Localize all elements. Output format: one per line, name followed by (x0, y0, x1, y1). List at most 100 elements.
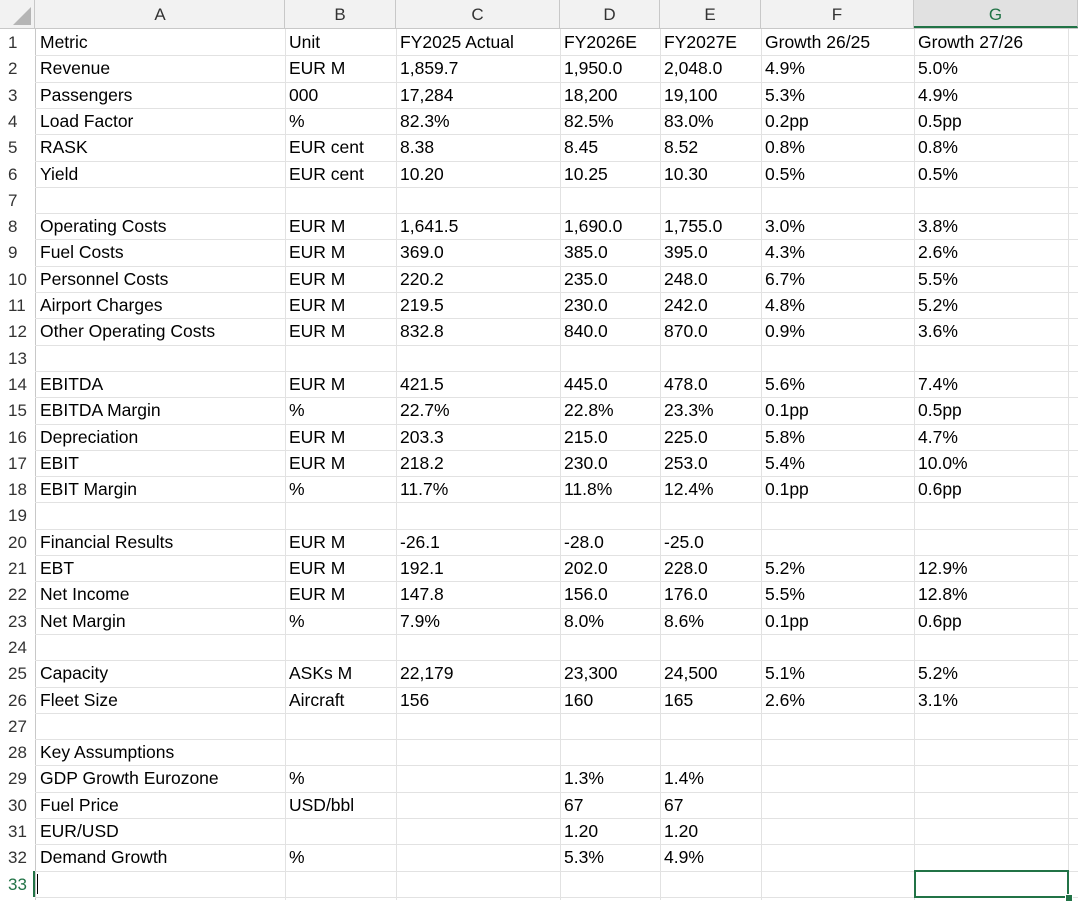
cell-g5[interactable]: 0.8% (918, 137, 958, 158)
cell-e7[interactable] (660, 187, 761, 213)
cell-b14[interactable]: EUR M (289, 373, 346, 394)
row-header-21[interactable]: 21 (0, 555, 35, 582)
cell-e11[interactable]: 242.0 (664, 295, 708, 315)
cell-a30[interactable]: Fuel Price (40, 794, 119, 815)
cell-c32[interactable] (396, 844, 560, 870)
cell-e22[interactable]: 176.0 (664, 584, 708, 605)
cell-b7[interactable] (285, 187, 396, 213)
row-header-11[interactable]: 11 (0, 292, 35, 319)
cell-b32[interactable]: % (289, 847, 305, 868)
cell-b15[interactable]: % (289, 400, 305, 421)
cell-a26[interactable]: Fleet Size (40, 689, 118, 710)
row-header-6[interactable]: 6 (0, 160, 35, 187)
cell-c21[interactable]: 192.1 (400, 558, 444, 578)
cell-f2[interactable]: 4.9% (765, 58, 805, 79)
row-header-31[interactable]: 31 (0, 818, 35, 845)
cell-e20[interactable]: -25.0 (664, 531, 704, 552)
cell-b28[interactable] (285, 739, 396, 765)
cell-e10[interactable]: 248.0 (664, 268, 708, 289)
cell-a13[interactable] (36, 345, 285, 371)
cell-c16[interactable]: 203.3 (400, 426, 444, 447)
cell-b8[interactable]: EUR M (289, 216, 346, 237)
cell-f5[interactable]: 0.8% (765, 137, 805, 158)
cell-a20[interactable]: Financial Results (40, 531, 174, 552)
cell-b30[interactable]: USD/bbl (289, 794, 355, 815)
row-header-32[interactable]: 32 (0, 844, 35, 871)
cell-d16[interactable]: 215.0 (564, 426, 608, 447)
cell-b31[interactable] (285, 818, 396, 844)
cell-b29[interactable]: % (289, 768, 305, 789)
cell-d31[interactable]: 1.20 (564, 821, 599, 841)
cell-a25[interactable]: Capacity (40, 663, 109, 684)
cell-c9[interactable]: 369.0 (400, 242, 444, 263)
cell-a7[interactable] (36, 187, 285, 213)
cell-d10[interactable]: 235.0 (564, 268, 608, 289)
cell-d8[interactable]: 1,690.0 (564, 216, 623, 237)
cell-c22[interactable]: 147.8 (400, 584, 444, 605)
cell-c10[interactable]: 220.2 (400, 268, 444, 289)
cell-g28[interactable] (914, 739, 1068, 765)
row-header-13[interactable]: 13 (0, 344, 35, 371)
cell-g18[interactable]: 0.6pp (918, 479, 962, 500)
fill-handle[interactable] (1065, 894, 1073, 902)
cell-g17[interactable]: 10.0% (918, 452, 968, 473)
cell-b18[interactable]: % (289, 479, 305, 500)
cell-g7[interactable] (914, 187, 1068, 213)
cell-c29[interactable] (396, 765, 560, 791)
cell-f18[interactable]: 0.1pp (765, 479, 809, 500)
cell-d19[interactable] (560, 502, 660, 528)
cell-f11[interactable]: 4.8% (765, 295, 805, 315)
cell-c6[interactable]: 10.20 (400, 163, 444, 184)
cell-b1[interactable]: Unit (289, 32, 321, 52)
cell-f6[interactable]: 0.5% (765, 163, 805, 184)
active-cell-g33[interactable] (914, 870, 1069, 898)
cell-f13[interactable] (761, 345, 914, 371)
row-header-9[interactable]: 9 (0, 239, 35, 266)
cell-f15[interactable]: 0.1pp (765, 400, 809, 421)
cell-a1[interactable]: Metric (40, 32, 88, 52)
row-header-7[interactable]: 7 (0, 186, 35, 214)
cell-g9[interactable]: 2.6% (918, 242, 958, 263)
cell-c4[interactable]: 82.3% (400, 110, 450, 131)
row-header-30[interactable]: 30 (0, 791, 35, 818)
cell-b10[interactable]: EUR M (289, 268, 346, 289)
cell-d14[interactable]: 445.0 (564, 373, 608, 394)
cell-a16[interactable]: Depreciation (40, 426, 139, 447)
cell-g32[interactable] (914, 844, 1068, 870)
cell-a31[interactable]: EUR/USD (40, 821, 119, 841)
cell-a28[interactable]: Key Assumptions (40, 742, 175, 763)
cell-g3[interactable]: 4.9% (918, 84, 958, 105)
cell-d15[interactable]: 22.8% (564, 400, 614, 421)
cell-c31[interactable] (396, 818, 560, 844)
cell-a9[interactable]: Fuel Costs (40, 242, 124, 263)
cell-b6[interactable]: EUR cent (289, 163, 364, 184)
cell-c14[interactable]: 421.5 (400, 373, 444, 394)
cell-f8[interactable]: 3.0% (765, 216, 805, 237)
cell-f32[interactable] (761, 844, 914, 870)
cell-d3[interactable]: 18,200 (564, 84, 618, 105)
cell-a19[interactable] (36, 502, 285, 528)
cell-d1[interactable]: FY2026E (564, 32, 637, 52)
column-header-b[interactable]: B (285, 0, 396, 28)
column-header-c[interactable]: C (396, 0, 560, 28)
cell-g25[interactable]: 5.2% (918, 663, 958, 684)
cell-a24[interactable] (36, 634, 285, 660)
cell-e15[interactable]: 23.3% (664, 400, 714, 421)
column-header-f[interactable]: F (761, 0, 914, 28)
cell-f14[interactable]: 5.6% (765, 373, 805, 394)
cell-b2[interactable]: EUR M (289, 58, 346, 79)
cell-f29[interactable] (761, 765, 914, 791)
cell-a29[interactable]: GDP Growth Eurozone (40, 768, 219, 789)
cell-a11[interactable]: Airport Charges (40, 295, 163, 315)
cell-f26[interactable]: 2.6% (765, 689, 805, 710)
cell-f20[interactable] (761, 529, 914, 555)
cell-f9[interactable]: 4.3% (765, 242, 805, 263)
row-header-16[interactable]: 16 (0, 423, 35, 450)
cell-e8[interactable]: 1,755.0 (664, 216, 723, 237)
cell-d2[interactable]: 1,950.0 (564, 58, 623, 79)
column-header-d[interactable]: D (560, 0, 660, 28)
cell-b3[interactable]: 000 (289, 84, 319, 105)
cell-a3[interactable]: Passengers (40, 84, 133, 105)
cell-b11[interactable]: EUR M (289, 295, 346, 315)
cell-g8[interactable]: 3.8% (918, 216, 958, 237)
